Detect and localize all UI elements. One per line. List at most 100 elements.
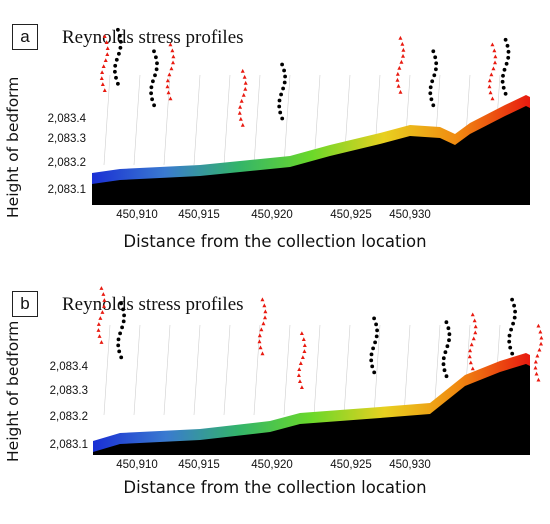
red-profile-point	[102, 298, 107, 302]
red-profile-point	[100, 310, 105, 314]
red-profile-point	[259, 327, 264, 332]
black-profile-point	[445, 344, 450, 349]
black-profile-point	[507, 339, 512, 344]
x-tick-label: 450,930	[389, 209, 431, 221]
red-profile-point	[169, 66, 174, 71]
black-profile-point	[372, 316, 376, 321]
black-profile-point	[154, 67, 159, 72]
black-profile-point	[447, 338, 451, 343]
black-profile-point	[444, 374, 449, 379]
red-profile-point	[100, 82, 105, 87]
red-profile-point	[488, 90, 493, 95]
grid-line	[403, 324, 411, 416]
black-profile-point	[441, 356, 446, 361]
black-profile-point	[428, 91, 433, 96]
y-tick-label: 2,083.1	[50, 439, 88, 451]
red-profile-point	[534, 371, 539, 376]
black-profile-point	[149, 91, 154, 96]
red-profile-point	[263, 309, 268, 314]
red-profile-point	[165, 84, 170, 89]
red-profile-point	[539, 341, 544, 346]
black-profile-point	[121, 307, 125, 312]
black-profile-point	[509, 327, 513, 332]
red-profile-point	[102, 88, 107, 93]
black-profile-point	[120, 325, 124, 330]
black-profile-point	[282, 80, 287, 85]
black-profile-point	[117, 33, 122, 38]
red-profile-point	[238, 104, 243, 109]
x-tick-label: 450,920	[251, 209, 293, 221]
black-profile-point	[372, 370, 377, 375]
red-profile-point	[242, 74, 247, 79]
black-profile-point	[280, 62, 284, 67]
red-profile-point	[302, 349, 307, 354]
red-profile-point	[166, 90, 171, 95]
black-profile-point	[506, 49, 511, 54]
black-profile-point	[501, 73, 505, 78]
red-profile-point	[237, 110, 242, 115]
x-tick-label: 450,930	[389, 459, 431, 471]
black-profile-point	[503, 91, 508, 96]
black-profile-point	[280, 116, 285, 121]
y-tick-label: 2,083.4	[50, 361, 89, 373]
red-profile-point	[99, 340, 104, 344]
black-profile-point	[117, 349, 122, 354]
black-profile-point	[429, 97, 434, 102]
red-profile-point	[105, 52, 110, 57]
y-tick-label: 2,083.2	[50, 411, 88, 423]
y-tick-label: 2,083.2	[48, 157, 86, 169]
black-profile-point	[444, 320, 449, 325]
red-profile-point	[101, 64, 106, 69]
black-profile-point	[434, 61, 439, 66]
y-tick-label: 2,083.4	[48, 113, 87, 125]
x-tick-label: 450,915	[178, 459, 220, 471]
red-profile-point	[533, 359, 538, 364]
grid-line	[193, 74, 201, 166]
black-profile-point	[502, 67, 507, 72]
grid-line	[223, 74, 231, 166]
black-profile-point	[512, 315, 517, 320]
x-axis-label: Distance from the collection location	[123, 478, 427, 497]
bedform-surface	[92, 95, 530, 184]
black-profile-point	[433, 55, 438, 60]
red-profile-point	[468, 360, 473, 365]
red-profile-point	[300, 355, 305, 360]
black-profile-point	[114, 57, 119, 62]
x-tick-label: 450,925	[330, 209, 372, 221]
red-profile-point	[469, 342, 474, 347]
grid-line	[253, 324, 261, 416]
red-profile-point	[102, 34, 107, 39]
red-profile-point	[102, 304, 107, 308]
red-profile-point	[301, 337, 306, 342]
black-profile-point	[149, 85, 154, 90]
black-profile-point	[500, 79, 505, 84]
red-profile-point	[467, 354, 472, 359]
black-profile-point	[431, 103, 436, 108]
black-profile-point	[504, 61, 509, 66]
x-tick-label: 450,910	[116, 459, 158, 471]
red-profile-point	[297, 379, 302, 384]
red-profile-point	[302, 343, 307, 348]
red-profile-point	[239, 98, 244, 103]
red-profile-point	[243, 86, 248, 91]
red-profile-point	[395, 77, 400, 82]
black-profile-point	[510, 351, 515, 356]
red-profile-point	[243, 80, 248, 85]
panel-b: b Reynolds stress profiles 450,910 450,91…	[0, 262, 550, 524]
black-profile-point	[503, 37, 508, 42]
red-profile-point	[257, 339, 262, 344]
chart-plot-a: 450,910 450,915 450,920 450,925 450,930 2,083…	[48, 27, 530, 221]
red-profile-point	[171, 54, 176, 59]
red-profile-point	[99, 76, 104, 81]
red-profile-point	[263, 315, 268, 320]
red-profile-point	[240, 122, 245, 127]
y-tick-label: 2,083.3	[50, 385, 88, 397]
y-tick-label: 2,083.1	[48, 184, 86, 196]
black-profile-point	[283, 74, 287, 79]
black-profile-point	[511, 321, 515, 326]
x-tick-label: 450,920	[251, 459, 293, 471]
bedform-surface	[93, 353, 530, 452]
red-profile-point	[401, 47, 406, 52]
black-profile-point	[153, 73, 157, 78]
black-profile-point	[150, 97, 155, 102]
